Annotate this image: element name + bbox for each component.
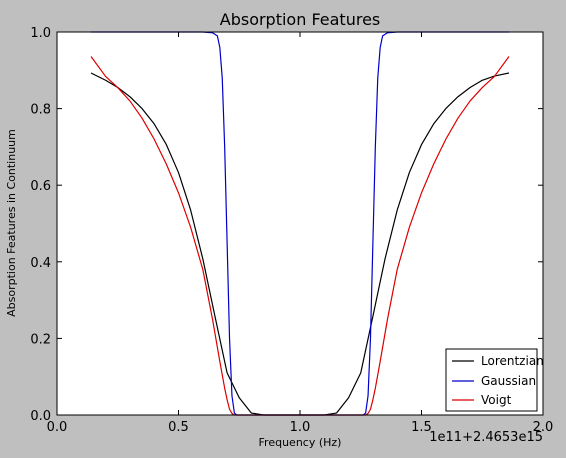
ticks-layer: 0.0 0.5 1.0 1.5 2.0 0.0 0.2 0.4 0.6 0.8 1.0	[30, 26, 553, 435]
legend-label-lorentzian: Lorentzian	[481, 354, 544, 368]
x-tick-label: 2.0	[533, 420, 554, 435]
x-tick-label: 0.5	[168, 420, 189, 435]
y-tick-label: 0.0	[30, 409, 51, 424]
y-tick-label: 1.0	[30, 26, 51, 41]
y-axis-label: Absorption Features in Continuum	[5, 129, 18, 317]
legend-label-voigt: Voigt	[481, 393, 512, 407]
x-tick-label: 0.0	[47, 420, 68, 435]
x-offset-label: 1e11+2.4653e15	[429, 430, 543, 445]
y-tick-label: 0.4	[30, 256, 51, 271]
x-tick-label: 1.5	[411, 420, 432, 435]
y-tick-label: 0.6	[30, 179, 51, 194]
x-axis-label: Frequency (Hz)	[259, 436, 342, 449]
legend: Lorentzian Gaussian Voigt	[445, 348, 544, 412]
chart-title: Absorption Features	[220, 10, 381, 29]
y-tick-label: 0.8	[30, 103, 51, 118]
legend-label-gaussian: Gaussian	[481, 374, 536, 388]
y-tick-label: 0.2	[30, 332, 51, 347]
x-tick-label: 1.0	[290, 420, 311, 435]
legend-box	[445, 348, 538, 412]
